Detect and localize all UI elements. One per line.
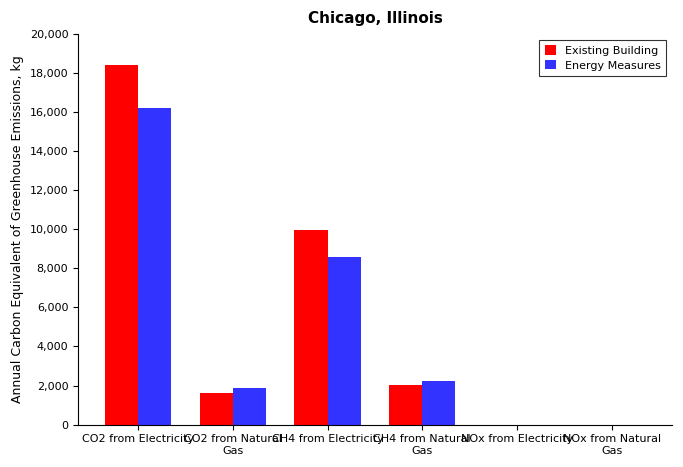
Title: Chicago, Illinois: Chicago, Illinois [307,11,443,26]
Bar [294,230,328,425]
Legend: Existing Building, Energy Measures: Existing Building, Energy Measures [540,40,667,76]
Bar [328,257,361,425]
Bar [233,389,266,425]
Y-axis label: Annual Carbon Equivalent of Greenhouse Emissions, kg: Annual Carbon Equivalent of Greenhouse E… [11,56,24,403]
Bar [105,65,138,425]
Bar [389,384,422,425]
Bar [199,393,233,425]
Bar [138,108,171,425]
Bar [422,381,456,425]
